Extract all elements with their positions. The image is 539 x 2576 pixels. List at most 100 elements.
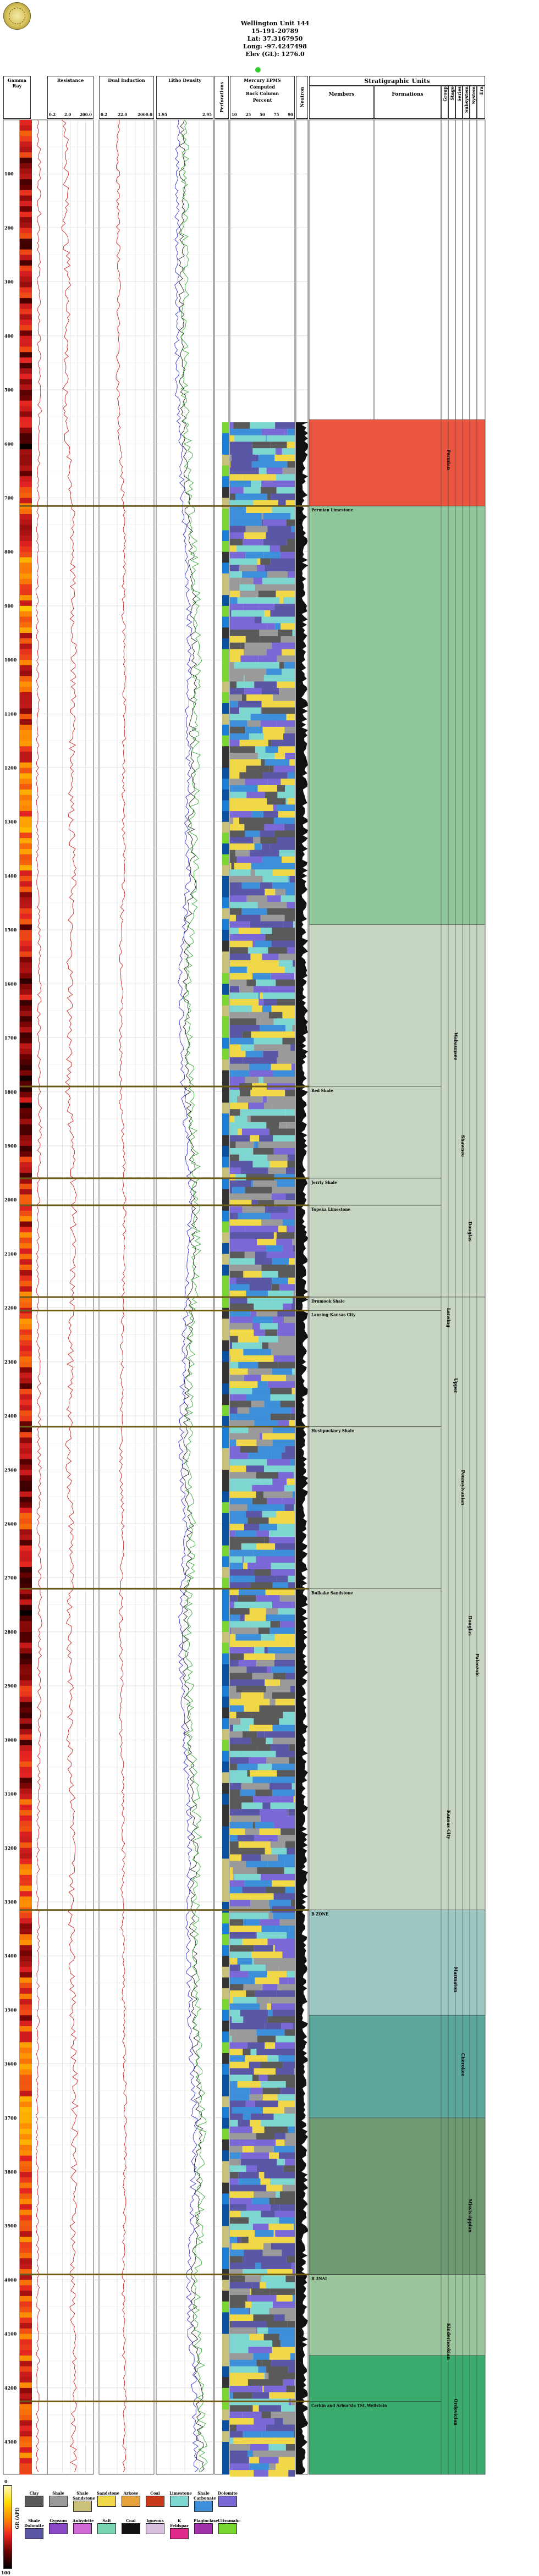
rock-column-cell [282, 448, 295, 455]
rock-column-cell [230, 973, 253, 980]
gamma-color-band [20, 2345, 32, 2351]
rock-column-cell [237, 545, 270, 553]
perf-lithology-cell [222, 703, 229, 714]
gamma-color-band [20, 1210, 32, 1217]
legend-item: Clay [24, 2491, 44, 2507]
rock-column-cell [291, 1303, 295, 1311]
rock-column-cell [257, 1867, 284, 1874]
rock-column-cell [287, 1517, 295, 1524]
rock-column-cell [230, 1582, 251, 1589]
rock-column-cell [278, 1420, 289, 1427]
rock-column-cell [230, 616, 255, 624]
rock-column-cell [263, 519, 287, 527]
depth-tick-label: 1300 [4, 819, 17, 825]
gamma-color-band [20, 762, 32, 769]
perf-lithology-cell [222, 2204, 229, 2216]
gamma-color-band [20, 2031, 32, 2037]
formations-header: Formations [374, 86, 441, 119]
strat-unit-band [309, 1910, 486, 2016]
gamma-color-band [20, 487, 32, 493]
gamma-color-band [20, 2258, 32, 2264]
gamma-color-band [20, 967, 32, 974]
legend-swatch [49, 2523, 68, 2534]
gamma-color-band [20, 2393, 32, 2400]
gamma-color-band [20, 1453, 32, 1460]
gamma-color-band [20, 1248, 32, 1254]
well-long: Long: -97.4247498 [243, 43, 307, 50]
rock-column-cell [230, 1945, 254, 1952]
rock-column-cell [258, 454, 275, 462]
gamma-color-band [20, 1480, 32, 1487]
rock-column-cell [268, 2444, 286, 2451]
rock-column-cell [287, 1932, 295, 1939]
rock-column-cell [258, 992, 260, 1000]
rock-column-cell [265, 2022, 282, 2030]
rock-column-cell [230, 1310, 251, 1317]
gamma-color-band [20, 1956, 32, 1962]
density-header: Litho Density 1.95 2.95 [156, 76, 213, 119]
rock-column-cell [287, 1478, 295, 1486]
gamma-color-band [20, 779, 32, 785]
rock-column-cell [266, 467, 283, 475]
rock-column-cell [241, 1854, 261, 1861]
perf-lithology-cell [222, 1297, 229, 1309]
perf-lithology-cell [222, 1880, 229, 1891]
gamma-color-band [20, 179, 32, 185]
rock-column-cell [273, 1893, 274, 1900]
perf-lithology-cell [222, 1156, 229, 1168]
rock-column-cell [272, 1601, 293, 1609]
rock-column-cell [235, 1212, 238, 1220]
depth-tick-label: 2400 [4, 1413, 17, 1419]
gamma-color-band [20, 1966, 32, 1973]
rock-column-cell [230, 1368, 248, 1375]
rock-column-cell [230, 1796, 254, 1803]
rock-column-cell [243, 1919, 260, 1926]
rock-column-cell [279, 1977, 288, 1984]
rock-column-cell [280, 2087, 295, 2095]
rock-column-cell [276, 700, 295, 708]
rock-column-cell [249, 2457, 259, 2464]
gamma-color-band [20, 1745, 32, 1751]
rock-column-cell [230, 1141, 236, 1149]
perf-lithology-cell [222, 1394, 229, 1405]
rock-column-cell [292, 1368, 295, 1375]
rock-column-cell [257, 1446, 285, 1453]
gamma-color-band [20, 843, 32, 850]
rock-column-cell [253, 986, 270, 993]
gamma-color-band [20, 1329, 32, 1336]
rock-column-cell [230, 1809, 260, 1816]
perf-lithology-cell [222, 1383, 229, 1395]
rock-column-cell [285, 1089, 295, 1097]
rock-column-cell [230, 1537, 249, 1544]
gamma-color-band [20, 1869, 32, 1876]
perf-lithology-cell [222, 1275, 229, 1287]
rock-column-cell [253, 1549, 295, 1557]
rock-column-cell [271, 1744, 289, 1751]
legend-label: Shale Sandstone [73, 2491, 95, 2501]
rock-column-cell [246, 979, 256, 986]
gamma-color-band [20, 2328, 32, 2335]
perf-lithology-cell [222, 2387, 229, 2400]
formation-top-label: Cerkin and Arbuckle TSL Wellstein [311, 2403, 387, 2408]
rock-column-cell [282, 1219, 295, 1226]
gamma-color-band [20, 287, 32, 293]
perf-lithology-cell [222, 2301, 229, 2313]
depth-tick-label: 300 [4, 279, 14, 285]
rock-column-cell [250, 1698, 270, 1706]
rock-column-cell [230, 1051, 246, 1058]
rock-column-cell [280, 623, 295, 630]
rock-column-cell [261, 843, 270, 851]
rock-column-cell [289, 1258, 295, 1265]
rock-column-cell [248, 966, 285, 974]
gamma-color-band [20, 2339, 32, 2345]
rock-column-cell [240, 2139, 276, 2147]
rock-column-cell [230, 2379, 248, 2386]
rock-column-cell [250, 1900, 270, 1907]
rock-column-cell [249, 1621, 271, 1628]
rock-column-cell [258, 2457, 279, 2464]
rock-column-cell [272, 474, 276, 481]
gamma-color-band [20, 239, 32, 245]
rock-column-cell [262, 1005, 272, 1012]
gamma-color-band [20, 1815, 32, 1822]
rock-column-cell [261, 616, 265, 624]
